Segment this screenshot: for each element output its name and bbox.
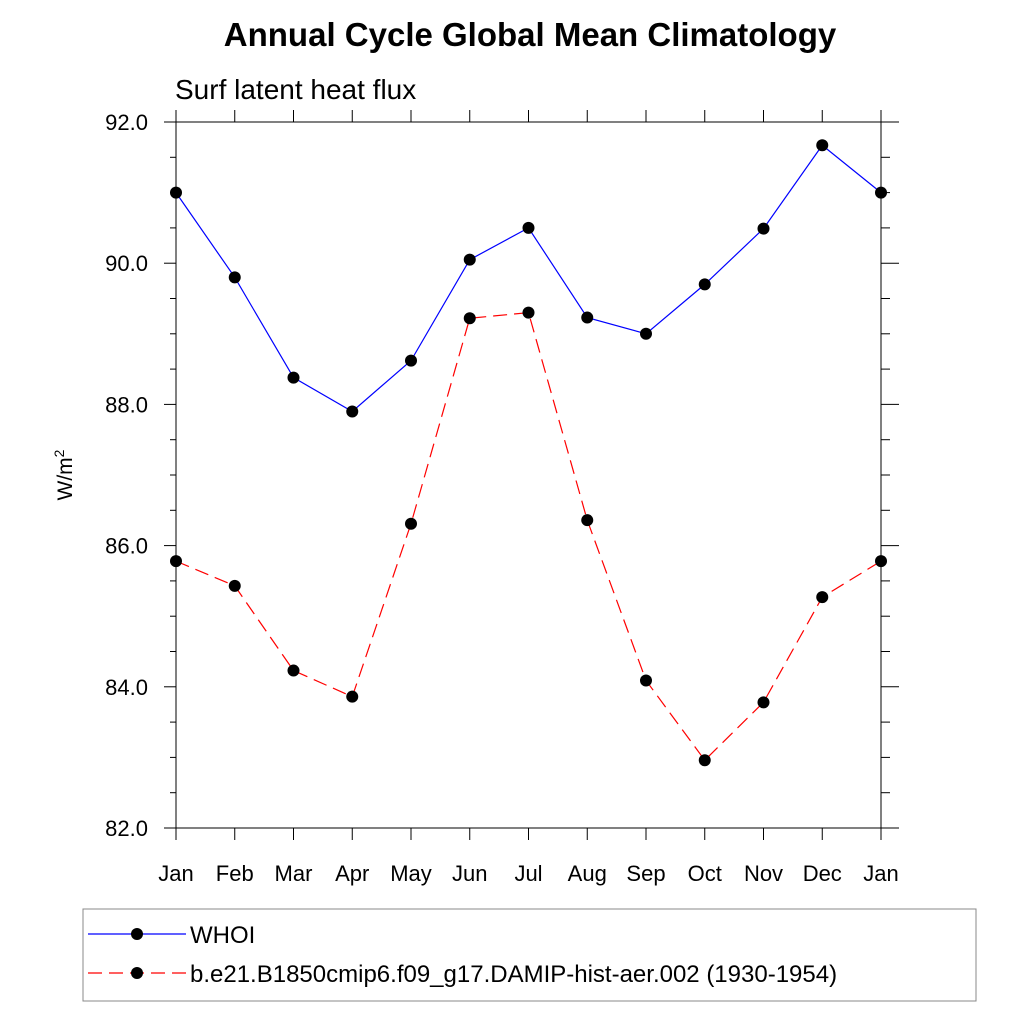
x-tick-label: Oct	[688, 861, 722, 886]
data-point	[228, 271, 241, 284]
series-line	[175, 144, 882, 413]
y-axis-label-superscript: 2	[51, 449, 67, 457]
data-point	[228, 579, 241, 592]
x-tick-label: Feb	[216, 861, 254, 886]
series-2	[170, 306, 887, 767]
data-point	[757, 696, 770, 709]
data-point	[757, 222, 770, 235]
x-tick-label: Jul	[514, 861, 542, 886]
data-point	[170, 555, 182, 568]
data-point	[875, 186, 887, 199]
y-tick-labels: 82.0 84.0 86.0 88.0 90.0 92.0	[105, 110, 148, 841]
series-line	[175, 311, 882, 762]
data-point	[287, 664, 300, 677]
data-point	[698, 278, 711, 291]
data-point	[698, 754, 711, 767]
y-axis-label-base: W/m	[54, 457, 77, 500]
x-tick-label: Sep	[626, 861, 665, 886]
legend-item: b.e21.B1850cmip6.f09_g17.DAMIP-hist-aer.…	[88, 961, 837, 988]
data-point	[816, 139, 829, 152]
x-tick-label: Nov	[744, 861, 783, 886]
chart-subtitle: Surf latent heat flux	[175, 74, 416, 105]
y-tick-label: 88.0	[105, 392, 148, 417]
data-point	[170, 186, 182, 199]
legend: WHOI b.e21.B1850cmip6.f09_g17.DAMIP-hist-…	[82, 908, 977, 1002]
series-layer	[170, 139, 887, 767]
y-tick-label: 92.0	[105, 110, 148, 135]
legend-label: WHOI	[190, 922, 255, 949]
legend-item: WHOI	[88, 922, 255, 949]
x-tick-label: Aug	[568, 861, 607, 886]
legend-box	[82, 908, 977, 1002]
legend-swatch-marker	[131, 967, 143, 979]
x-tick-label: Apr	[335, 861, 369, 886]
data-point	[405, 354, 417, 367]
y-tick-label: 86.0	[105, 534, 148, 559]
data-point	[287, 371, 300, 384]
svg-text:W/m2: W/m2	[51, 449, 77, 500]
y-tick-label: 84.0	[105, 675, 148, 700]
y-axis-label: W/m2	[51, 449, 77, 500]
data-point	[816, 591, 829, 604]
y-tick-label: 90.0	[105, 251, 148, 276]
data-point	[875, 555, 887, 568]
data-point	[463, 312, 476, 325]
series-1	[170, 139, 887, 418]
data-point	[640, 327, 652, 340]
axis-ticks	[164, 110, 899, 840]
x-tick-label: Dec	[803, 861, 842, 886]
data-point	[640, 674, 652, 687]
data-point	[581, 311, 594, 324]
x-tick-label: Jun	[452, 861, 487, 886]
chart-title: Annual Cycle Global Mean Climatology	[224, 16, 837, 53]
data-point	[581, 514, 594, 527]
x-tick-label: May	[390, 861, 432, 886]
x-tick-label: Jan	[863, 861, 898, 886]
x-tick-label: Jan	[158, 861, 193, 886]
data-point	[346, 405, 359, 418]
data-point	[522, 221, 535, 234]
legend-label: b.e21.B1850cmip6.f09_g17.DAMIP-hist-aer.…	[190, 961, 837, 988]
legend-swatch-marker	[131, 928, 143, 940]
data-point	[522, 306, 535, 319]
x-tick-label: Mar	[275, 861, 313, 886]
y-tick-label: 82.0	[105, 816, 148, 841]
data-point	[346, 690, 359, 703]
data-point	[405, 517, 417, 530]
x-tick-labels: Jan Feb Mar Apr May Jun Jul Aug Sep Oct Nov Dec Jan	[158, 861, 898, 886]
data-point	[463, 253, 476, 266]
